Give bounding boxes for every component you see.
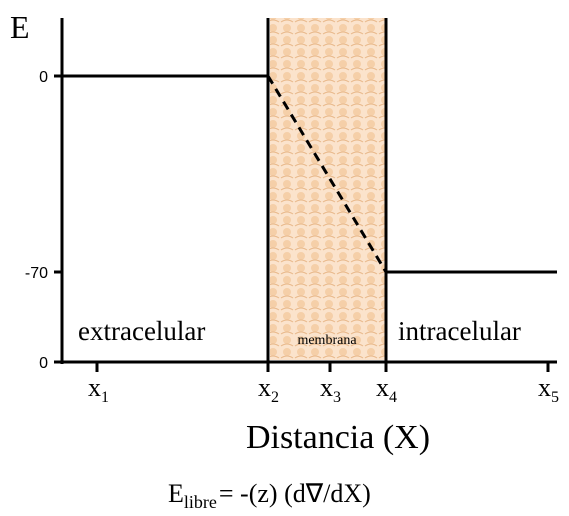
text-part: x [376,373,389,402]
y-tick-label: 0 [39,355,48,372]
equation: Elibre= -(z) (d∇/dX) [168,479,371,512]
text-part: x [258,373,271,402]
diagram: E 0 -70 0 extracelular membrana intracel… [0,0,569,516]
region-label: membrana [297,333,357,348]
region-label: extracelular [78,316,205,346]
x-tick-label: x1 [88,373,109,406]
region-label: intracelular [398,316,521,346]
text-part: 2 [271,389,279,406]
x-tick-label: x2 [258,373,279,406]
text-part: x [88,373,101,402]
membrane-fill [270,18,385,360]
text-part: x [320,373,333,402]
text-part: 3 [333,389,341,406]
text-part: x [538,373,551,402]
x-tick-label: x4 [376,373,397,406]
x-axis-label: Distancia (X) [246,419,430,456]
text-part: 4 [389,389,397,406]
y-tick-label: -70 [25,265,48,282]
text-part: E [168,479,184,508]
x-tick-label: x5 [538,373,559,406]
text-part: = -(z) (d∇/dX) [219,479,371,508]
text-part: 5 [551,389,559,406]
y-axis-label: E [10,9,30,45]
text-part: 1 [101,389,109,406]
x-tick-label: x3 [320,373,341,406]
x-tick-labels: x1 x2 x3 x4 x5 [88,373,559,406]
y-tick-label: 0 [39,69,48,86]
text-part: libre [184,492,217,512]
